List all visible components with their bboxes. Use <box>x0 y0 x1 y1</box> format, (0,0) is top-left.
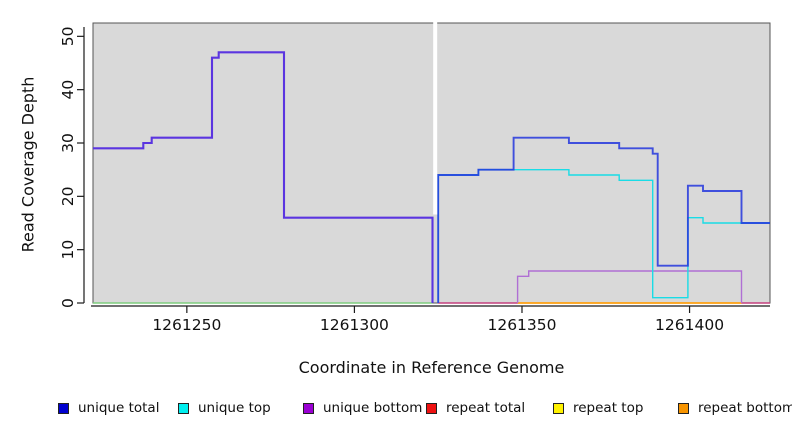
legend-item-repeat-top: repeat top <box>553 400 643 416</box>
y-tick-label: 40 <box>59 80 77 100</box>
legend-swatch-unique-total <box>58 402 69 414</box>
legend-swatch-unique-top <box>178 402 189 414</box>
legend-item-repeat-bottom: repeat bottom <box>678 400 792 416</box>
y-axis-title: Read Coverage Depth <box>18 76 38 253</box>
legend-swatch-repeat-total <box>426 402 437 414</box>
legend-label: unique total <box>78 400 160 416</box>
series-unique-total-and-bottom-left <box>93 51 434 303</box>
legend-label: unique bottom <box>323 400 423 416</box>
x-tick-label: 1261400 <box>655 316 724 334</box>
y-tick-label: 0 <box>59 298 77 308</box>
legend-item-unique-top: unique top <box>178 400 271 416</box>
legend-item-repeat-total: repeat total <box>426 400 525 416</box>
x-tick-label: 1261350 <box>487 316 556 334</box>
legend-label: repeat bottom <box>698 400 792 416</box>
legend-swatch-repeat-top <box>553 402 564 414</box>
series-unique-bottom-right <box>516 270 743 303</box>
y-tick-label: 20 <box>59 186 77 206</box>
y-tick-label: 30 <box>59 133 77 153</box>
legend-label: repeat total <box>446 400 526 416</box>
y-tick-label: 10 <box>59 240 77 260</box>
x-axis-title: Coordinate in Reference Genome <box>298 358 565 377</box>
legend-item-unique-total: unique total <box>58 400 159 416</box>
legend-swatch-unique-bottom <box>303 402 314 414</box>
series-unique-total-right <box>437 136 770 303</box>
legend-label: unique top <box>198 400 271 416</box>
legend-label: repeat top <box>573 400 644 416</box>
legend: unique total unique top unique bottom repea… <box>0 400 792 420</box>
legend-item-unique-bottom: unique bottom <box>303 400 422 416</box>
legend-swatch-repeat-bottom <box>678 402 689 414</box>
x-tick-label: 1261300 <box>320 316 389 334</box>
y-tick-label: 50 <box>59 26 77 46</box>
x-tick-label: 1261250 <box>152 316 221 334</box>
